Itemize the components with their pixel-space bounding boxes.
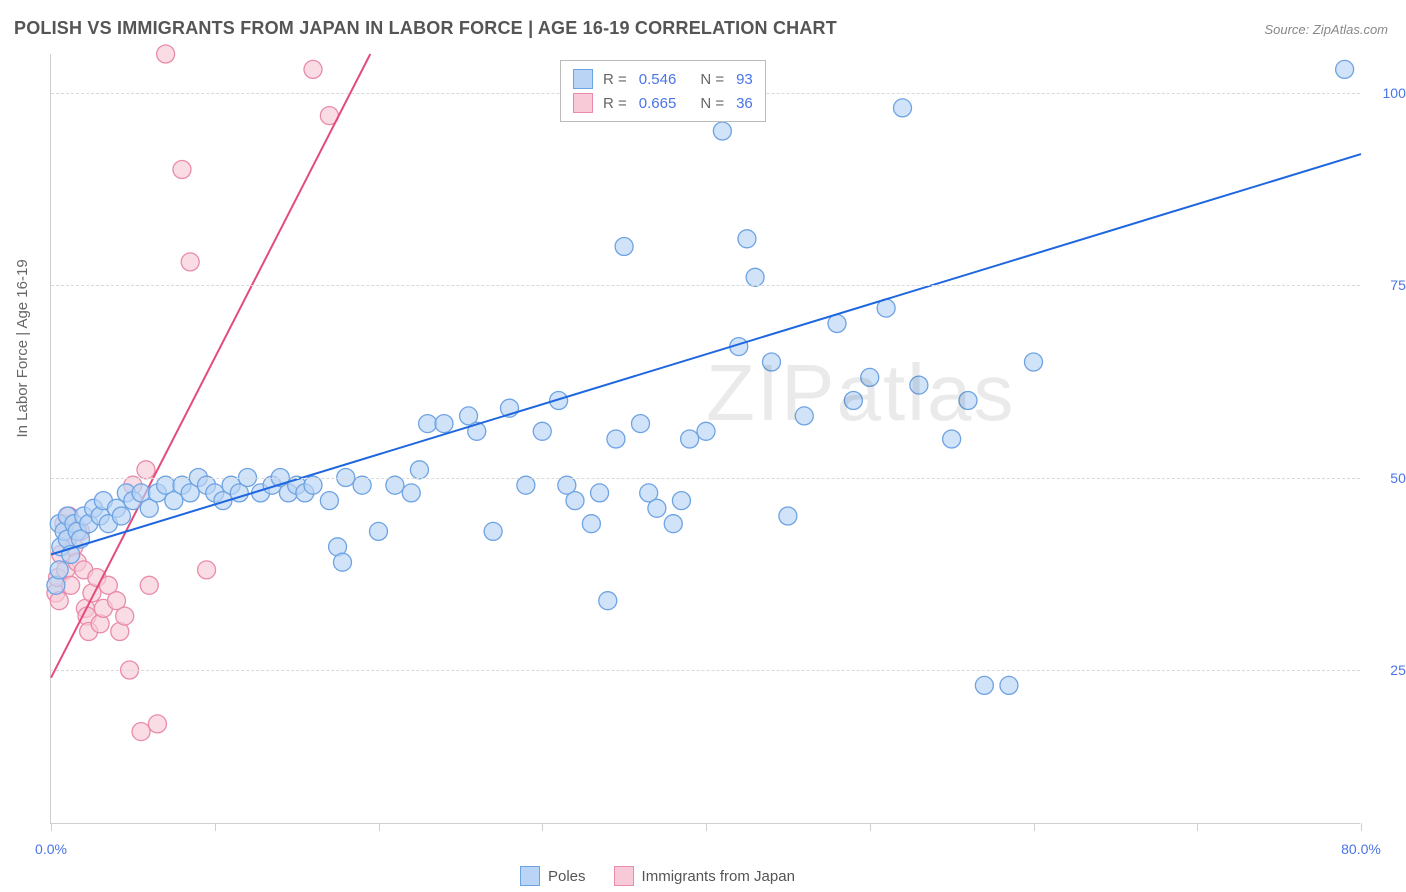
chart-title: POLISH VS IMMIGRANTS FROM JAPAN IN LABOR… (14, 18, 837, 39)
gridline (51, 285, 1360, 286)
scatter-point-poles (664, 515, 682, 533)
gridline (51, 670, 1360, 671)
scatter-point-poles (894, 99, 912, 117)
scatter-point-japan (140, 576, 158, 594)
x-tick (1197, 823, 1198, 831)
y-tick-label: 50.0% (1370, 470, 1406, 486)
scatter-point-poles (975, 676, 993, 694)
plot-area: ZIPatlas 25.0%50.0%75.0%100.0%0.0%80.0% (50, 54, 1360, 824)
scatter-point-poles (533, 422, 551, 440)
x-tick (870, 823, 871, 831)
scatter-point-poles (112, 507, 130, 525)
scatter-point-poles (304, 476, 322, 494)
swatch-japan (614, 866, 634, 886)
n-value-poles: 93 (736, 71, 753, 88)
scatter-point-poles (672, 492, 690, 510)
scatter-point-poles (615, 238, 633, 256)
legend-label-poles: Poles (548, 868, 586, 885)
trend-line-poles (51, 154, 1361, 554)
scatter-point-poles (370, 522, 388, 540)
scatter-point-poles (320, 492, 338, 510)
scatter-point-japan (137, 461, 155, 479)
y-axis-label: In Labor Force | Age 16-19 (14, 259, 31, 437)
scatter-point-poles (943, 430, 961, 448)
scatter-point-poles (746, 268, 764, 286)
gridline (51, 478, 1360, 479)
correlation-legend-row-poles: R = 0.546 N = 93 (573, 67, 753, 91)
scatter-point-poles (910, 376, 928, 394)
n-value-japan: 36 (736, 95, 753, 112)
chart-container: POLISH VS IMMIGRANTS FROM JAPAN IN LABOR… (0, 0, 1406, 892)
scatter-point-poles (648, 499, 666, 517)
scatter-point-poles (607, 430, 625, 448)
scatter-point-poles (386, 476, 404, 494)
x-tick (1361, 823, 1362, 831)
scatter-point-poles (435, 415, 453, 433)
x-tick (215, 823, 216, 831)
n-label: N = (700, 95, 724, 112)
scatter-point-poles (697, 422, 715, 440)
x-tick-label: 0.0% (35, 841, 67, 857)
scatter-point-poles (591, 484, 609, 502)
scatter-point-japan (157, 45, 175, 63)
scatter-point-poles (582, 515, 600, 533)
scatter-point-poles (632, 415, 650, 433)
scatter-point-poles (333, 553, 351, 571)
y-tick-label: 25.0% (1370, 662, 1406, 678)
swatch-poles (520, 866, 540, 886)
scatter-point-poles (1025, 353, 1043, 371)
scatter-point-poles (861, 368, 879, 386)
scatter-point-poles (779, 507, 797, 525)
r-value-japan: 0.665 (639, 95, 677, 112)
scatter-point-poles (795, 407, 813, 425)
scatter-point-poles (713, 122, 731, 140)
scatter-point-poles (1000, 676, 1018, 694)
scatter-point-poles (1336, 60, 1354, 78)
scatter-point-poles (738, 230, 756, 248)
correlation-legend-row-japan: R = 0.665 N = 36 (573, 91, 753, 115)
source-credit: Source: ZipAtlas.com (1264, 22, 1388, 37)
trend-line-japan (51, 54, 370, 678)
scatter-point-japan (304, 60, 322, 78)
series-legend: Poles Immigrants from Japan (520, 866, 795, 886)
scatter-point-japan (181, 253, 199, 271)
swatch-poles (573, 69, 593, 89)
scatter-point-poles (517, 476, 535, 494)
scatter-point-japan (173, 161, 191, 179)
scatter-point-poles (844, 392, 862, 410)
x-tick (379, 823, 380, 831)
r-label: R = (603, 71, 627, 88)
x-tick (542, 823, 543, 831)
legend-item-poles: Poles (520, 866, 586, 886)
swatch-japan (573, 93, 593, 113)
legend-item-japan: Immigrants from Japan (614, 866, 795, 886)
scatter-point-japan (198, 561, 216, 579)
scatter-point-poles (959, 392, 977, 410)
scatter-point-japan (116, 607, 134, 625)
scatter-point-poles (599, 592, 617, 610)
legend-label-japan: Immigrants from Japan (642, 868, 795, 885)
scatter-point-japan (148, 715, 166, 733)
scatter-point-poles (681, 430, 699, 448)
x-tick-label: 80.0% (1341, 841, 1381, 857)
scatter-point-poles (353, 476, 371, 494)
scatter-point-poles (566, 492, 584, 510)
scatter-point-japan (132, 723, 150, 741)
n-label: N = (700, 71, 724, 88)
scatter-point-poles (410, 461, 428, 479)
y-tick-label: 100.0% (1370, 85, 1406, 101)
scatter-point-poles (484, 522, 502, 540)
scatter-point-poles (763, 353, 781, 371)
x-tick (706, 823, 707, 831)
scatter-point-poles (402, 484, 420, 502)
scatter-point-poles (419, 415, 437, 433)
scatter-point-poles (50, 561, 68, 579)
r-label: R = (603, 95, 627, 112)
r-value-poles: 0.546 (639, 71, 677, 88)
x-tick (51, 823, 52, 831)
correlation-legend: R = 0.546 N = 93 R = 0.665 N = 36 (560, 60, 766, 122)
plot-svg (51, 54, 1361, 824)
x-tick (1034, 823, 1035, 831)
y-tick-label: 75.0% (1370, 277, 1406, 293)
